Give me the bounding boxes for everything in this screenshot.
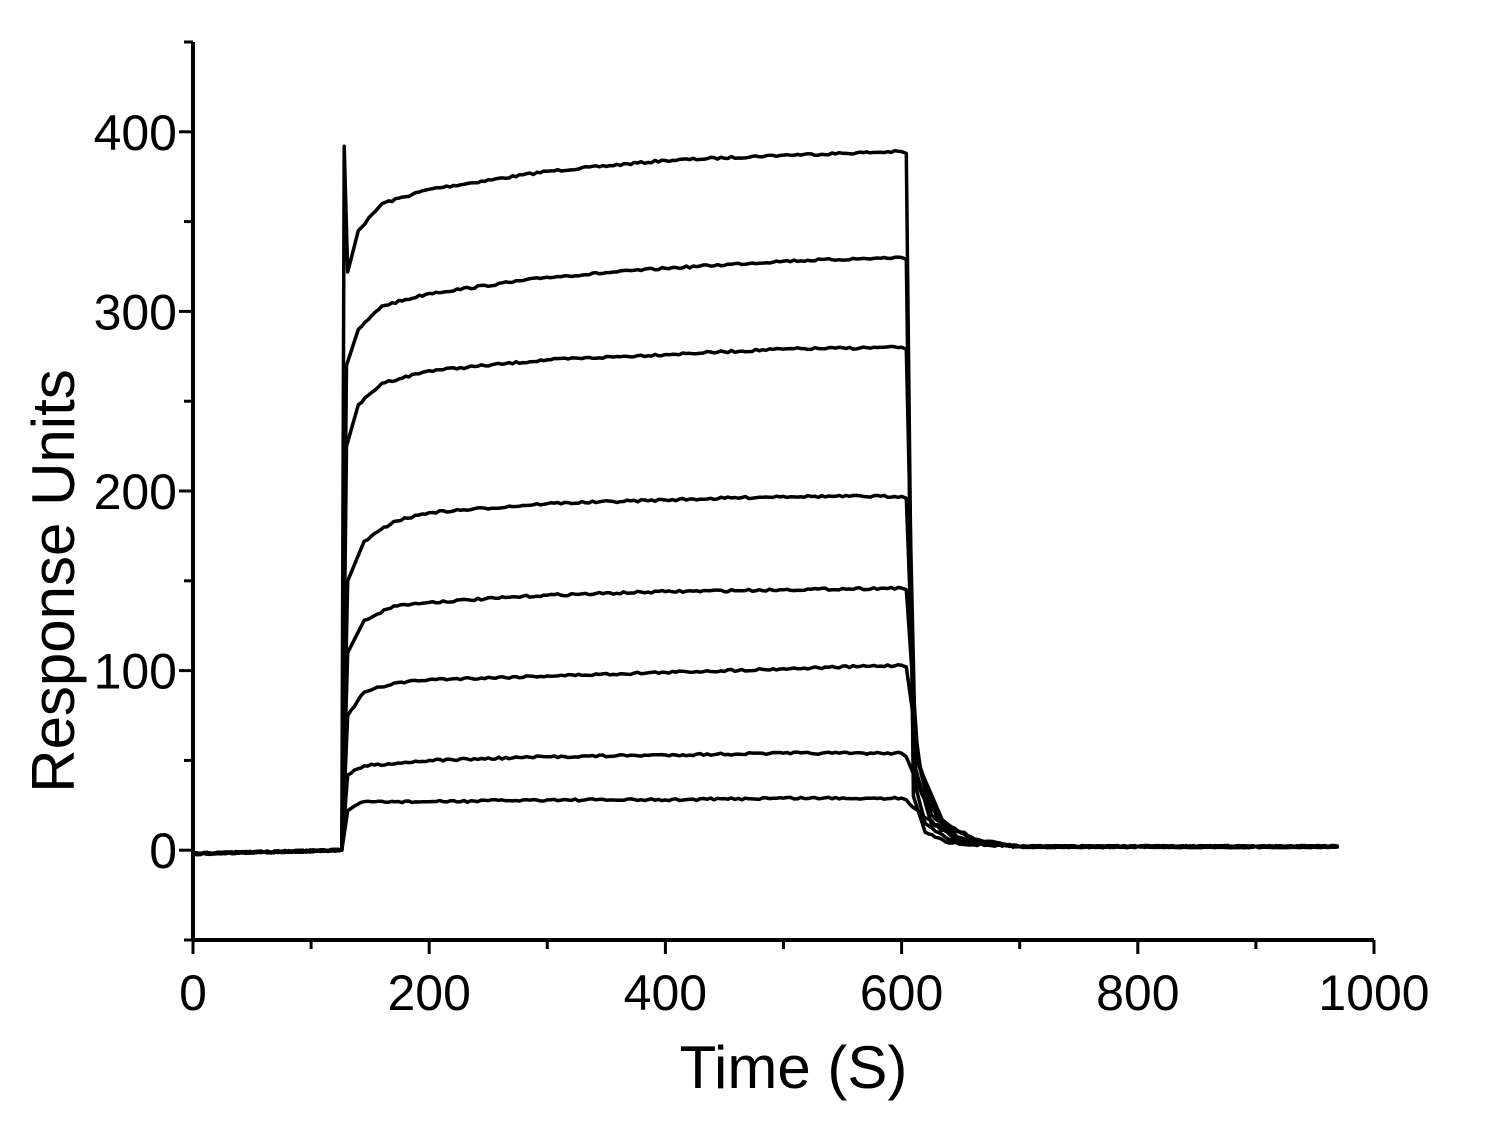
ticks-group: 0 200 400 600 800 1000 0 100 200 300 400 xyxy=(94,40,1430,1021)
x-tick-label-2: 400 xyxy=(624,965,707,1021)
series-line-5 xyxy=(192,585,1339,857)
y-tick-label-0: 0 xyxy=(149,823,177,879)
series-line-3 xyxy=(192,344,1339,857)
x-tick-label-3: 600 xyxy=(860,965,943,1021)
y-tick-label-4: 400 xyxy=(94,105,177,161)
x-tick-label-1: 200 xyxy=(387,965,470,1021)
y-tick-label-3: 300 xyxy=(94,284,177,340)
series-group xyxy=(192,144,1340,857)
x-axis-title: Time (S) xyxy=(680,1034,908,1101)
x-tick-label-4: 800 xyxy=(1096,965,1179,1021)
series-line-1 xyxy=(192,144,1339,857)
x-tick-label-0: 0 xyxy=(179,965,207,1021)
y-tick-label-1: 100 xyxy=(94,644,177,700)
series-line-6 xyxy=(192,663,1339,856)
y-tick-label-2: 200 xyxy=(94,464,177,520)
axes-group xyxy=(191,42,1374,942)
x-tick-label-5: 1000 xyxy=(1318,965,1429,1021)
y-axis-title: Response Units xyxy=(20,369,87,793)
series-line-8 xyxy=(192,795,1340,856)
